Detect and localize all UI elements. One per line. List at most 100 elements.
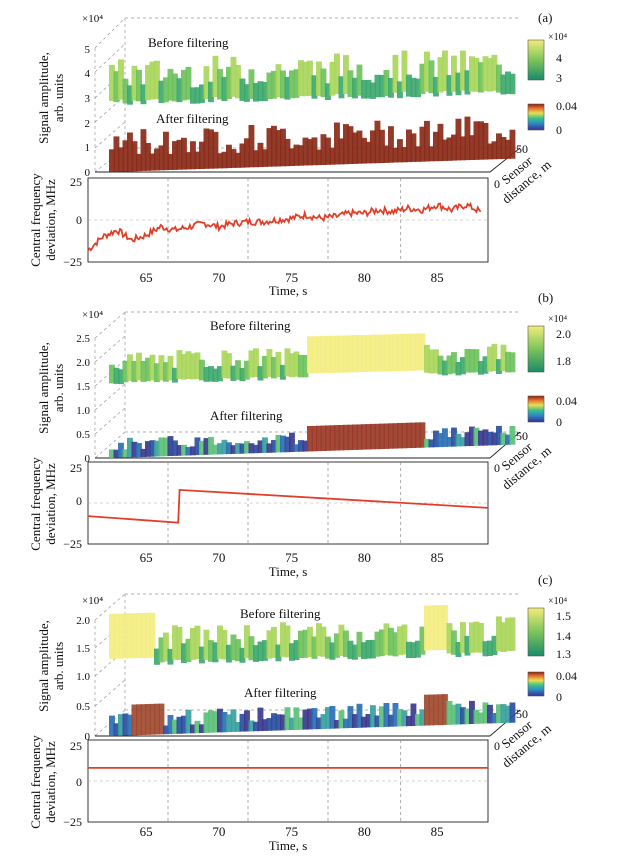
- surface-cell: [212, 368, 219, 382]
- surface-cell: [316, 425, 322, 452]
- surface-cell: [365, 640, 372, 659]
- surface-yticks: 0 0.5 1.0 1.5 2.0: [76, 615, 90, 743]
- colorbar-tick: 1.8: [556, 354, 571, 368]
- surface-cell: [316, 149, 322, 166]
- surface-cell: [185, 447, 192, 456]
- surface-cell: [370, 639, 376, 659]
- surface-cell: [199, 440, 205, 455]
- line-yticks: 25 0 −25: [63, 461, 82, 551]
- surface-cell: [356, 335, 363, 373]
- surface-cell: [392, 632, 399, 657]
- surface-cell: [136, 153, 142, 172]
- surface-cell: [230, 365, 237, 381]
- surface-cell: [424, 694, 430, 726]
- surface-cell: [410, 133, 417, 162]
- xtick: 75: [285, 270, 298, 285]
- surface-cell: [302, 629, 309, 658]
- surface-cell: [271, 713, 277, 731]
- surface-cell: [455, 703, 462, 725]
- surface-cell: [302, 709, 309, 730]
- line-ylabel: Central frequency deviation, MHz: [28, 173, 58, 267]
- surface-cell: [221, 629, 228, 660]
- surface-cell: [167, 153, 174, 170]
- surface-cell: [338, 710, 345, 729]
- surface-cell: [316, 336, 322, 374]
- surface-cell: [122, 78, 129, 104]
- surface-cell: [464, 70, 471, 95]
- surface-cell: [388, 126, 394, 163]
- xticks: 65 70 75 80 85: [140, 270, 444, 285]
- colorbar-top: [527, 325, 545, 373]
- surface-cell: [235, 639, 241, 662]
- surface-cell: [167, 436, 174, 456]
- line-ytick: 0: [76, 775, 82, 789]
- surface-cell: [388, 78, 394, 98]
- surface-cell: [217, 68, 223, 100]
- surface-cell: [460, 50, 466, 91]
- surface-cell: [356, 130, 363, 164]
- surface-cell: [491, 635, 498, 655]
- surface-cell: [199, 141, 205, 169]
- xtick: 85: [431, 824, 444, 839]
- surface-cell: [140, 84, 147, 105]
- surface-cell: [442, 694, 448, 725]
- surface-exponent: ×10⁴: [82, 309, 103, 321]
- surface-cell: [275, 644, 282, 662]
- surface-cell: [172, 719, 178, 734]
- xtick: 85: [431, 270, 444, 285]
- surface-cell: [356, 631, 363, 658]
- xlabel: Time, s: [269, 838, 308, 853]
- surface-cell: [275, 434, 282, 453]
- colorbar-top-exponent: ×10⁴: [548, 596, 568, 607]
- surface-cell: [253, 150, 259, 168]
- surface-cell: [442, 604, 448, 650]
- after-label: After filtering: [244, 685, 317, 700]
- xticks: 65 70 75 80 85: [140, 550, 444, 565]
- surface-cell: [302, 137, 309, 166]
- surface-cell: [298, 717, 304, 730]
- line-ytick: −25: [63, 815, 82, 829]
- surface-cell: [248, 720, 255, 732]
- surface-cell: [118, 613, 124, 659]
- surface-cell: [280, 622, 286, 657]
- surface-cell: [194, 352, 201, 380]
- surface-cell: [415, 640, 421, 658]
- surface-cell: [365, 714, 372, 728]
- surface-cell: [455, 362, 462, 376]
- surface-cell: [230, 149, 237, 168]
- surface-cell: [433, 349, 439, 374]
- surface-cell: [307, 426, 313, 452]
- surface-cell: [230, 56, 237, 97]
- surface-cell: [473, 709, 480, 724]
- surface-cell: [478, 712, 484, 724]
- surface-cell: [154, 363, 160, 383]
- surface-cell: [460, 622, 466, 653]
- depth-tick-0: 0: [494, 739, 500, 753]
- surface-cell: [262, 82, 268, 102]
- surface-cell: [293, 707, 300, 730]
- surface-cell: [343, 124, 349, 165]
- surface-cell: [374, 715, 381, 728]
- panel-label: (a): [538, 10, 552, 25]
- surface-cell: [464, 116, 471, 161]
- surface-cell: [365, 334, 372, 372]
- surface-cell: [505, 705, 511, 723]
- xlabel: Time, s: [269, 283, 308, 298]
- surface-cell: [446, 355, 453, 375]
- surface-cell: [194, 437, 201, 456]
- surface-cell: [280, 364, 286, 380]
- surface-cell: [455, 72, 462, 96]
- colorbar-bottom: [527, 395, 545, 423]
- surface-cell: [226, 442, 232, 455]
- surface-cell: [122, 613, 129, 659]
- surface-cell: [176, 716, 183, 734]
- surface-cell: [311, 137, 318, 166]
- surface-cell: [235, 360, 241, 380]
- surface-cell: [397, 334, 403, 371]
- surface-cell: [464, 432, 471, 447]
- surface-cell: [347, 335, 354, 373]
- surface-cell: [176, 626, 183, 660]
- surface-cell: [217, 153, 223, 169]
- surface-cell: [163, 362, 169, 382]
- surface-cell: [410, 703, 417, 726]
